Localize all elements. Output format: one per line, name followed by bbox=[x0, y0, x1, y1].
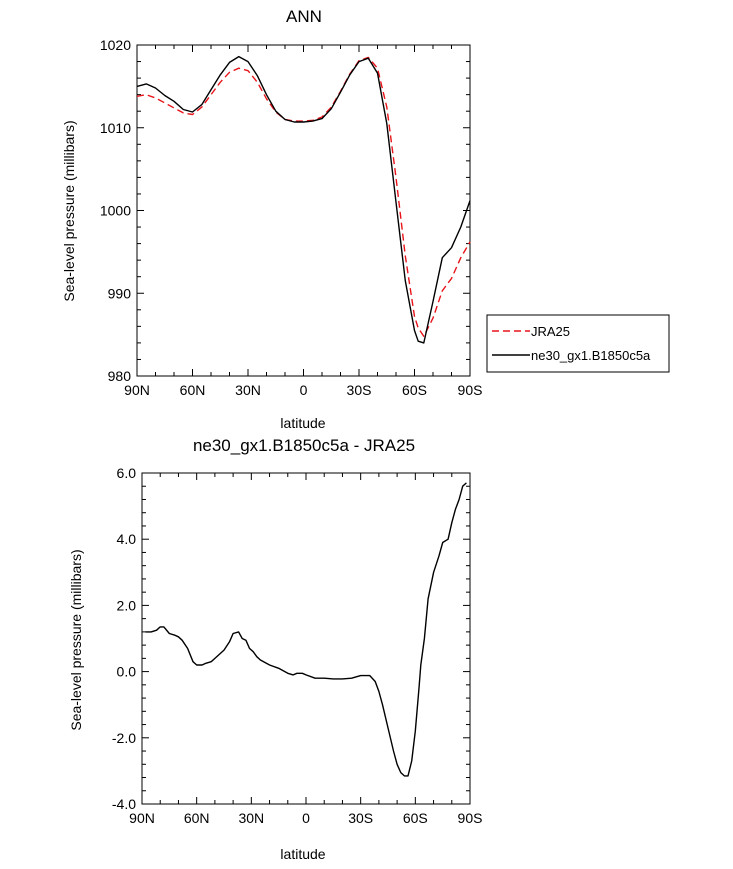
x-tick-label: 60S bbox=[402, 382, 427, 398]
y-tick-label: 990 bbox=[108, 285, 132, 301]
x-tick-label: 30N bbox=[235, 382, 261, 398]
y-tick-label: 1000 bbox=[100, 203, 131, 219]
bottom-y-tick-labels: -4.0 -2.0 0.0 2.0 4.0 6.0 bbox=[112, 465, 136, 812]
bottom-chart: ne30_gx1.B1850c5a - JRA25 90N 60N 30N 0 30S 6… bbox=[68, 436, 482, 862]
legend-label-model: ne30_gx1.B1850c5a bbox=[531, 348, 651, 363]
y-tick-label: 4.0 bbox=[117, 531, 137, 547]
x-tick-label: 60S bbox=[403, 810, 428, 826]
top-series-line-0 bbox=[136, 56, 471, 337]
bottom-x-tick-labels: 90N 60N 30N 0 30S 60S 90S bbox=[129, 810, 482, 826]
x-tick-label: 30S bbox=[348, 810, 373, 826]
y-tick-label: 0.0 bbox=[117, 664, 137, 680]
x-tick-label: 0 bbox=[300, 382, 308, 398]
bottom-series-line-0 bbox=[145, 482, 467, 777]
top-y-axis-label: Sea-level pressure (millibars) bbox=[61, 120, 77, 301]
y-tick-label: -2.0 bbox=[112, 730, 136, 746]
y-tick-label: 6.0 bbox=[117, 465, 137, 481]
x-tick-label: 30S bbox=[347, 382, 372, 398]
top-axis-ticks bbox=[136, 44, 471, 377]
x-tick-label: 90N bbox=[124, 382, 150, 398]
legend-box bbox=[486, 314, 670, 373]
top-y-tick-labels: 980 990 1000 1010 1020 bbox=[100, 37, 131, 384]
top-plot-frame bbox=[136, 44, 471, 377]
top-x-tick-labels: 90N 60N 30N 0 30S 60S 90S bbox=[124, 382, 482, 398]
x-tick-label: 30N bbox=[238, 810, 264, 826]
x-tick-label: 90S bbox=[458, 382, 483, 398]
top-x-axis-label: latitude bbox=[280, 415, 325, 431]
y-tick-label: 980 bbox=[108, 368, 132, 384]
x-tick-label: 90N bbox=[129, 810, 155, 826]
bottom-chart-title: ne30_gx1.B1850c5a - JRA25 bbox=[193, 436, 415, 455]
bottom-y-axis-label: Sea-level pressure (millibars) bbox=[68, 549, 84, 730]
x-tick-label: 60N bbox=[184, 810, 210, 826]
top-series-lines bbox=[136, 55, 471, 344]
legend: JRA25 ne30_gx1.B1850c5a bbox=[486, 314, 670, 373]
bottom-plot-frame bbox=[141, 472, 471, 805]
bottom-axis-ticks bbox=[141, 472, 471, 805]
top-series-line-1 bbox=[136, 55, 471, 344]
x-tick-label: 90S bbox=[458, 810, 483, 826]
y-tick-label: 1020 bbox=[100, 37, 131, 53]
top-chart: ANN 90N 60N 30N 0 30S 60S 90S 980 990 1000 1010 10… bbox=[61, 7, 670, 431]
x-tick-label: 60N bbox=[180, 382, 206, 398]
top-chart-title: ANN bbox=[286, 7, 322, 26]
y-tick-label: -4.0 bbox=[112, 796, 136, 812]
legend-label-jra25: JRA25 bbox=[531, 324, 570, 339]
y-tick-label: 2.0 bbox=[117, 597, 137, 613]
bottom-x-axis-label: latitude bbox=[280, 846, 325, 862]
y-tick-label: 1010 bbox=[100, 120, 131, 136]
x-tick-label: 0 bbox=[302, 810, 310, 826]
bottom-series-lines bbox=[145, 482, 467, 777]
